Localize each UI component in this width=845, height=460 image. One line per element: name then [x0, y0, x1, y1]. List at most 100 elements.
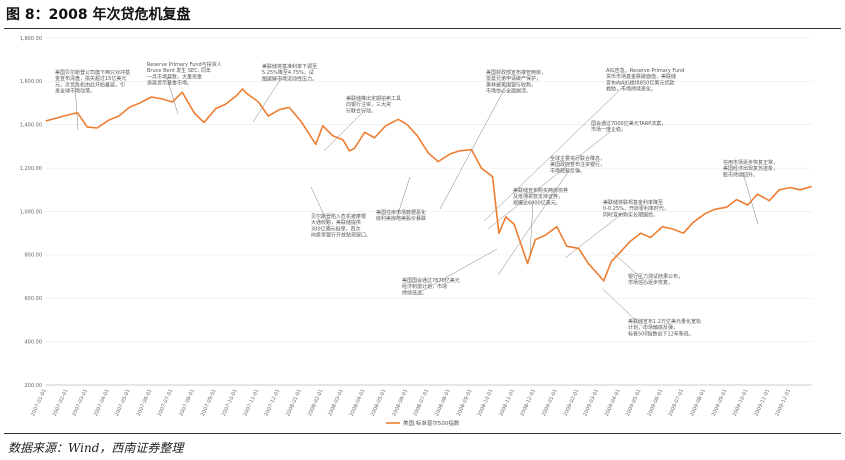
data-point: [756, 193, 759, 195]
x-tick-label: 2008-06-01: [391, 388, 409, 417]
x-tick-label: 2009-12-01: [774, 388, 792, 417]
annotation-line: 持续低迷。: [402, 289, 427, 296]
annotation-line: 同时宣布购买长期国债。: [603, 211, 658, 218]
legend-label: 美国:标准普尔500指数: [403, 419, 460, 427]
annotation-connector: [439, 85, 507, 210]
y-tick-label: 600.00: [25, 296, 43, 302]
data-point: [342, 139, 344, 141]
data-point: [603, 280, 605, 282]
x-tick-label: 2007-04-01: [93, 388, 111, 417]
y-tick-label: 1,200.00: [20, 166, 42, 172]
data-point: [225, 103, 227, 105]
data-point: [577, 247, 580, 249]
annotation-connector: [602, 288, 649, 333]
x-tick-label: 2007-03-01: [71, 388, 89, 417]
data-point: [649, 236, 652, 239]
annotation-layer: 美国贝尔斯登公司旗下两只对冲基金宣布清盘，损失超过15亿美元元，次贷危机由此开始…: [55, 61, 778, 337]
data-point: [267, 115, 269, 117]
data-point: [449, 153, 451, 155]
annotation-line: 信用市场逐步恢复正常，: [723, 159, 778, 166]
annotation-line: 大通收购，美联储提供: [311, 219, 361, 226]
annotation-line: 0-0.25%，开启零利率时代，: [603, 205, 669, 212]
data-point: [118, 115, 120, 117]
figure-title: 图 8：2008 年次贷危机复盘: [6, 7, 191, 23]
annotation-line: 美国财政部宣布接管两房，: [486, 69, 546, 76]
annotation-connector: [487, 130, 612, 230]
annotation-9: 国会通过7000亿美元TARP法案，市场一度企稳。: [591, 120, 666, 133]
annotation-line: 美联储宣布购买两房债券: [513, 187, 568, 194]
x-tick-label: 2009-02-01: [563, 388, 581, 417]
annotation-line: 救助，市场持续恶化。: [606, 86, 656, 93]
data-point: [726, 206, 728, 208]
annotation-line: 市场一度企稳。: [591, 126, 626, 133]
y-tick-label: 1,400.00: [20, 123, 42, 129]
annotation-line: 美国贝尔斯登公司旗下两只对冲基: [55, 69, 130, 76]
annotation-connector: [395, 176, 411, 221]
data-point: [139, 102, 141, 104]
data-point: [288, 106, 290, 108]
y-tick-label: 1,600.00: [20, 79, 42, 85]
annotation-line: 计划，市场触底反弹，: [628, 324, 678, 331]
annotation-connector: [421, 248, 498, 292]
annotation-15: 银行压力测试结果公布，市场信心逐步恢复。: [628, 273, 683, 286]
data-point: [397, 118, 399, 120]
data-point: [416, 134, 418, 137]
x-tick-label: 2007-08-01: [178, 388, 196, 417]
x-tick-label: 2009-10-01: [732, 388, 750, 417]
data-point: [628, 241, 631, 243]
data-point: [480, 167, 483, 169]
x-tick-label: 2007-01-01: [30, 388, 48, 417]
x-tick-label: 2009-07-01: [667, 388, 685, 417]
data-point: [640, 232, 642, 234]
data-point: [86, 126, 88, 128]
annotation-line: 货币市场基金跌破面值，美联储: [606, 73, 676, 80]
annotation-connector: [483, 83, 627, 222]
annotation-1: 美国贝尔斯登公司旗下两只对冲基金宣布清盘，损失超过15亿美元元，次贷危机由此开始…: [55, 69, 130, 95]
x-tick-label: 2009-01-01: [541, 388, 559, 417]
annotation-line: 5.25%降至4.75%，试: [262, 69, 314, 76]
y-tick-label: 200.00: [25, 383, 43, 389]
bottom-rule: [4, 433, 841, 434]
data-point: [76, 112, 79, 114]
annotation-line: 300亿美元担保，首次: [311, 225, 361, 232]
annotation-connector: [611, 251, 649, 285]
data-point: [245, 92, 248, 94]
data-point: [129, 106, 131, 108]
x-tick-label: 2007-09-01: [200, 388, 218, 417]
data-point: [492, 176, 494, 178]
x-tick-label: 2009-11-01: [753, 388, 771, 417]
data-point: [471, 149, 473, 151]
y-tick-label: 400.00: [25, 339, 43, 345]
data-point: [193, 112, 195, 114]
annotation-connector: [497, 168, 571, 276]
annotation-line: 向投资银行开放贴现窗口。: [311, 232, 371, 239]
x-tick-label: 2007-05-01: [114, 388, 132, 417]
data-point: [364, 131, 366, 133]
x-tick-label: 2009-05-01: [625, 388, 643, 417]
x-axis: 2007-01-01 2007-02-01 2007-03-01 2007-04-01…: [30, 388, 792, 417]
x-tick-label: 2007-02-01: [52, 388, 70, 417]
data-point: [661, 226, 664, 228]
x-tick-label: 2009-09-01: [711, 388, 729, 417]
x-tick-label: 2007-07-01: [157, 388, 175, 417]
data-point: [108, 119, 110, 121]
annotation-line: 房利美房地美股价暴跌: [376, 215, 426, 222]
data-point: [768, 200, 770, 202]
annotation-line: 美国国会通过7870亿美元: [402, 277, 460, 284]
x-tick-label: 2009-04-01: [604, 388, 622, 417]
data-point: [278, 108, 281, 111]
y-tick-label: 800.00: [25, 253, 43, 259]
data-point: [810, 185, 812, 188]
annotation-line: 市场信心全面崩溃。: [486, 88, 531, 95]
x-tick-label: 2008-05-01: [370, 388, 388, 417]
data-point: [437, 161, 439, 163]
line-chart: 200.00 400.00 600.00 800.00 1,000.00 1,200.00…: [20, 36, 812, 427]
data-point: [315, 143, 317, 145]
annotation-16: 信用市场逐步恢复正常，美国经济出现复苏迹象，股市持续回升。: [723, 159, 778, 178]
annotation-line: 宣布向AIG提供850亿美元贷款: [606, 79, 674, 86]
x-tick-label: 2008-10-01: [477, 388, 495, 417]
